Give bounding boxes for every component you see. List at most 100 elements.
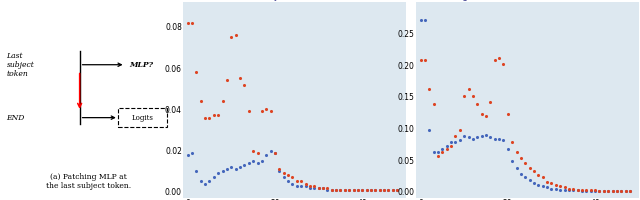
Point xyxy=(568,188,579,191)
Point xyxy=(428,103,438,106)
Point xyxy=(595,189,605,193)
Point xyxy=(481,114,491,117)
Point xyxy=(252,161,262,165)
Point xyxy=(573,188,583,191)
Point xyxy=(424,88,435,91)
Point xyxy=(490,138,500,141)
Point xyxy=(261,153,271,156)
Point xyxy=(314,186,324,189)
Point xyxy=(424,128,435,131)
Point xyxy=(507,160,517,163)
Point xyxy=(383,188,394,191)
Point xyxy=(248,149,259,152)
Text: END: END xyxy=(6,114,25,122)
Point xyxy=(383,188,394,191)
Point xyxy=(590,189,600,193)
Point xyxy=(415,18,426,21)
Point xyxy=(625,189,635,193)
Point xyxy=(379,188,389,191)
Point xyxy=(344,188,355,191)
Point xyxy=(494,56,504,59)
Point xyxy=(366,188,376,191)
Point xyxy=(340,188,350,191)
Point xyxy=(370,188,380,191)
Point xyxy=(555,184,565,188)
Text: Logits: Logits xyxy=(132,114,154,122)
Point xyxy=(442,147,452,150)
Point xyxy=(586,189,596,193)
Point xyxy=(309,186,319,189)
Point xyxy=(239,163,250,167)
Point xyxy=(209,114,219,117)
Point xyxy=(577,189,587,193)
Point xyxy=(621,189,631,193)
Point xyxy=(547,187,557,190)
Point xyxy=(550,188,561,191)
Point xyxy=(511,150,522,153)
Point xyxy=(200,182,211,185)
Point xyxy=(451,134,461,138)
Point xyxy=(568,189,579,192)
Point xyxy=(564,189,574,192)
Point xyxy=(244,161,254,165)
Point xyxy=(191,71,202,74)
Point xyxy=(442,144,452,147)
Point xyxy=(200,116,211,119)
Point xyxy=(278,172,289,175)
Point xyxy=(586,189,596,192)
Point xyxy=(340,188,350,191)
Point xyxy=(581,189,591,193)
Point xyxy=(437,147,447,150)
Point xyxy=(222,168,232,171)
Point xyxy=(477,112,487,116)
Point xyxy=(213,114,223,117)
Point xyxy=(485,100,495,103)
Point xyxy=(326,188,337,191)
Point xyxy=(428,150,438,153)
Point xyxy=(318,186,328,189)
Point xyxy=(266,110,276,113)
Point xyxy=(314,186,324,189)
Point xyxy=(533,174,543,177)
Point xyxy=(348,188,358,191)
Point xyxy=(196,180,206,183)
Point xyxy=(573,189,583,192)
Point xyxy=(446,141,456,144)
Point xyxy=(196,99,206,103)
Point xyxy=(230,33,241,37)
Point xyxy=(433,150,443,153)
Point xyxy=(499,62,509,66)
Point xyxy=(270,151,280,154)
Point xyxy=(266,149,276,152)
Point xyxy=(366,188,376,191)
Point xyxy=(577,188,587,191)
Point xyxy=(494,138,504,141)
Point xyxy=(244,110,254,113)
Point xyxy=(182,153,193,156)
Point xyxy=(331,188,341,191)
Point xyxy=(353,188,363,191)
Point xyxy=(292,184,302,187)
FancyBboxPatch shape xyxy=(118,108,167,127)
Point xyxy=(274,170,284,173)
Point xyxy=(322,188,332,191)
Point xyxy=(581,189,591,192)
Point xyxy=(598,189,609,193)
Point xyxy=(379,188,389,191)
Point xyxy=(520,176,531,179)
Point xyxy=(538,176,548,179)
Point xyxy=(335,188,346,191)
Point xyxy=(502,147,513,150)
Point xyxy=(257,159,267,162)
Point xyxy=(451,141,461,144)
Point xyxy=(612,189,622,193)
Point xyxy=(454,138,465,141)
Point xyxy=(226,35,236,39)
Text: Last
subject
token: Last subject token xyxy=(6,52,35,78)
Point xyxy=(300,184,310,187)
Point xyxy=(555,188,565,191)
Point xyxy=(420,18,430,21)
Point xyxy=(362,188,372,191)
Point xyxy=(437,150,447,153)
Point xyxy=(182,21,193,24)
